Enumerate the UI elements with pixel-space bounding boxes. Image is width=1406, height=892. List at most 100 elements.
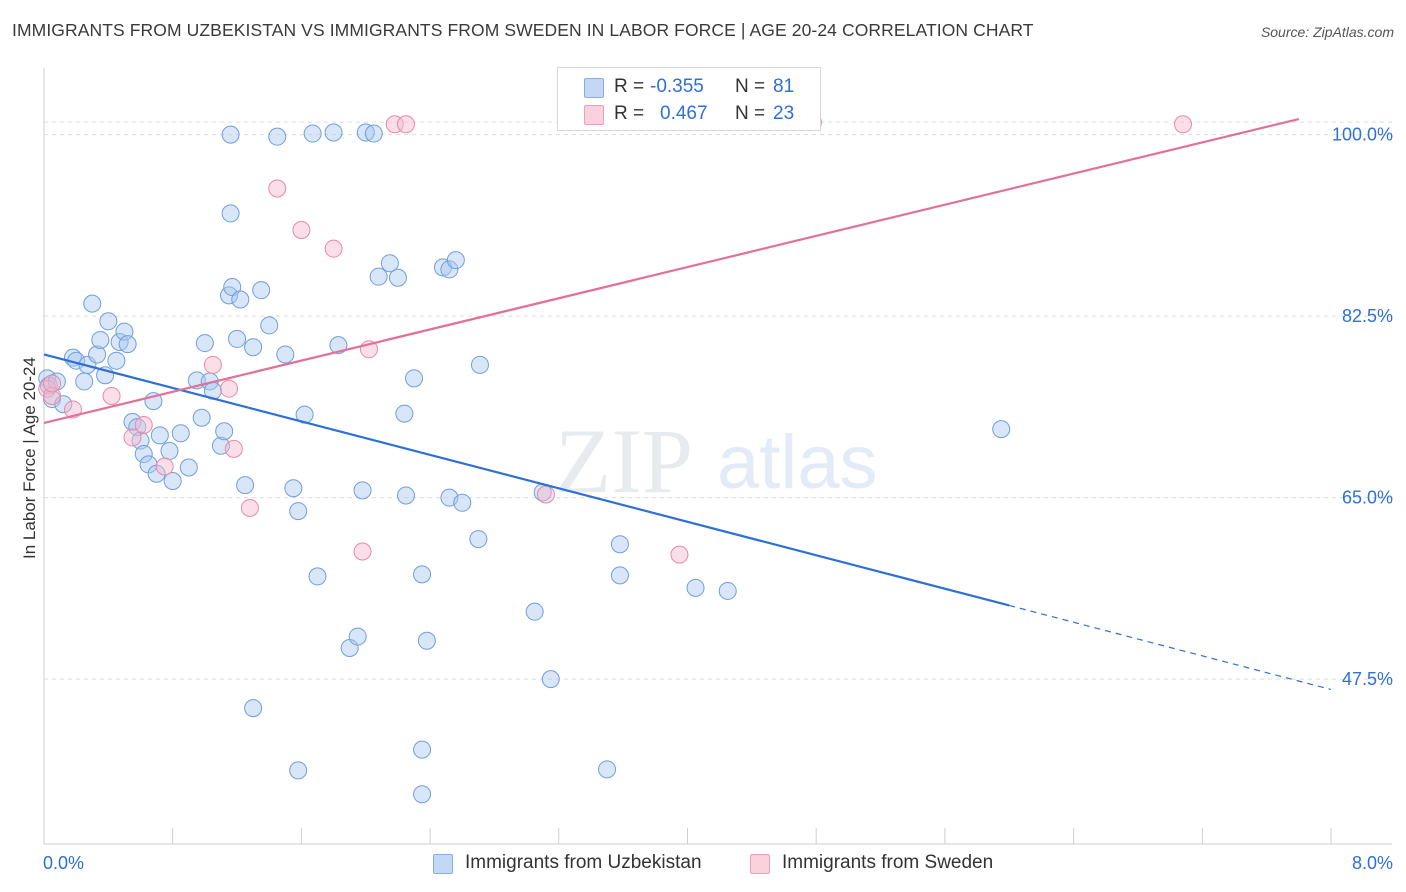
data-point [598,760,617,779]
data-point [308,567,327,586]
data-point [244,699,263,718]
watermark: ZIP atlas [555,410,878,512]
gridlines [44,121,1392,680]
data-point [83,294,102,313]
data-point [348,627,367,646]
data-point [525,602,544,621]
data-point [324,239,343,258]
series-uzbekistan [38,123,1011,804]
data-point [236,476,255,495]
data-point [260,316,279,335]
data-point [231,290,250,309]
data-point [203,355,222,374]
y-tick-label: 47.5% [1342,669,1393,689]
data-point [276,345,295,364]
legend-row-uzbekistan: R = -0.355 N = 81 [558,73,820,101]
data-point [364,124,383,143]
data-point [63,400,82,419]
data-point [686,578,705,597]
legend-swatch-uzbekistan [584,78,604,98]
data-point [118,335,137,354]
trend-line-sweden [43,117,1300,424]
data-point [353,542,372,561]
legend-r-label: R = [614,76,645,97]
legend-n-value: 81 [773,76,795,97]
legend-row-sweden: R = 0.467 N = 23 [558,100,820,128]
watermark-zip: ZIP [555,410,693,512]
data-point [268,179,287,198]
data-point [160,441,179,460]
data-point [536,485,555,504]
data-point [413,785,432,804]
data-point [413,740,432,759]
data-point [215,422,234,441]
data-point [102,386,121,405]
bottom-legend-label-sweden: Immigrants from Sweden [782,852,994,873]
data-point [329,336,348,355]
x-tick-label: 8.0% [1352,853,1393,873]
data-point [220,379,239,398]
data-point [395,404,414,423]
correlation-legend: R = -0.355 N = 81 R = 0.467 N = 23 [557,67,821,131]
data-point [670,545,689,564]
data-point [43,374,62,393]
data-point [107,351,126,370]
data-point [171,424,190,443]
data-point [224,439,243,458]
data-point [252,281,271,300]
data-point [155,457,174,476]
data-point [123,428,142,447]
data-point [128,418,147,437]
data-point [353,481,372,500]
trend-line-uzbekistan [43,353,1010,607]
data-point [192,408,211,427]
y-tick-label: 82.5% [1342,306,1393,326]
data-point [289,761,308,780]
data-point [99,312,118,331]
data-point [440,260,459,279]
data-point [195,334,214,353]
legend-r-value: -0.355 [650,76,704,97]
data-point [610,535,629,554]
data-point [43,386,62,405]
bottom-legend-label-uzbekistan: Immigrants from Uzbekistan [465,852,702,873]
data-point [88,345,107,364]
legend-n-label: N = [735,103,766,124]
x-tick-labels: 0.0% 8.0% [43,853,1393,873]
trend-line-extension [1009,604,1332,691]
data-point [123,412,142,431]
data-point [380,254,399,273]
data-point [405,369,424,388]
data-point [396,486,415,505]
data-point [240,498,259,517]
data-point [150,426,169,445]
data-point [610,566,629,585]
data-point [417,631,436,650]
legend-r-label: R = [614,103,645,124]
x-tick-label: 0.0% [43,853,84,873]
y-tick-labels: 47.5% 65.0% 82.5% 100.0% [1332,125,1393,689]
data-point [324,123,343,142]
series-sweden [38,113,1192,564]
data-point [75,372,94,391]
axes [43,68,1392,845]
data-point [541,670,560,689]
data-point [396,115,415,134]
data-point [369,267,388,286]
legend-swatch-sweden [584,105,604,125]
data-point [413,565,432,584]
bottom-legend-swatch-uzbekistan [433,854,453,874]
data-point [292,221,311,240]
data-point [39,376,58,395]
bottom-legend-swatch-sweden [750,854,770,874]
data-point [992,420,1011,439]
data-point [388,268,407,287]
data-point [446,251,465,270]
data-point [469,530,488,549]
data-point [221,204,240,223]
data-point [303,124,322,143]
y-tick-label: 100.0% [1332,125,1393,145]
watermark-atlas: atlas [717,420,878,505]
data-point [228,329,247,348]
